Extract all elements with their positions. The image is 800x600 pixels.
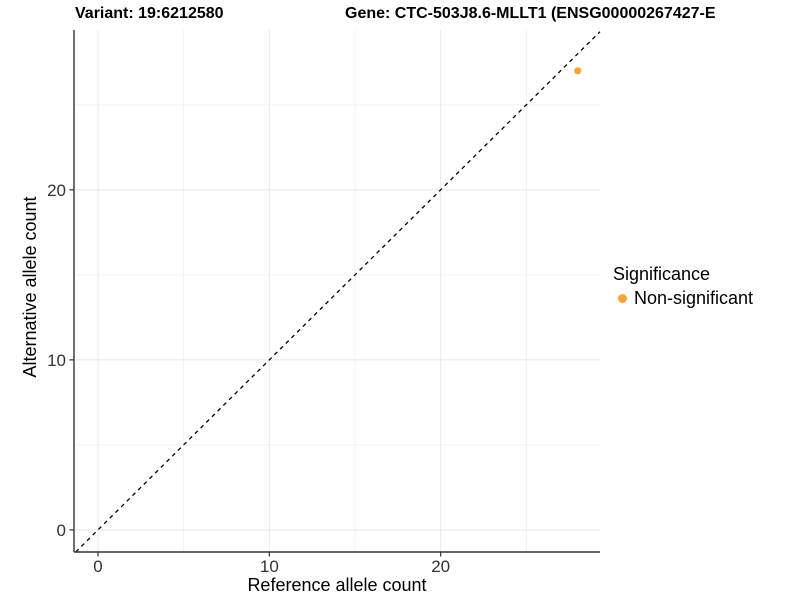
data-point [574,67,582,75]
y-tick-label: 0 [57,521,66,540]
y-tick-label: 10 [47,351,66,370]
legend-item: Non-significant [613,288,753,309]
x-tick-label: 10 [260,557,279,576]
x-tick-label: 20 [431,557,450,576]
variant-title: Variant: 19:6212580 [75,5,224,22]
x-tick-label: 0 [93,557,102,576]
identity-line [75,31,601,553]
y-tick-label: 20 [47,181,66,200]
x-axis-title: Reference allele count [247,575,427,595]
legend-title: Significance [613,264,711,284]
gene-title: Gene: CTC-503J8.6-MLLT1 (ENSG00000267427… [345,5,716,22]
y-axis-title: Alternative allele count [20,196,40,378]
legend-point-icon [618,294,627,303]
legend-item-label: Non-significant [634,288,754,308]
legend: Significance Non-significant [613,263,753,309]
